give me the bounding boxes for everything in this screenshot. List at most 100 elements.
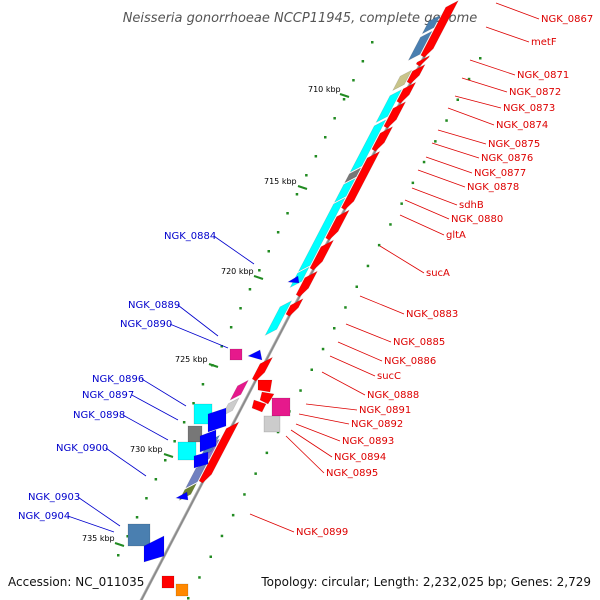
gene-label[interactable]: NGK_0884 bbox=[164, 231, 216, 242]
cds-forward-block bbox=[251, 356, 274, 382]
gene-label[interactable]: sucA bbox=[426, 268, 450, 279]
gene-label[interactable]: NGK_0876 bbox=[481, 153, 533, 164]
cds-outer-block bbox=[392, 69, 413, 92]
right-dot-dot bbox=[243, 493, 246, 496]
gene-label[interactable]: gltA bbox=[446, 230, 466, 241]
cds-forward-block bbox=[198, 421, 240, 484]
gene-label[interactable]: NGK_0904 bbox=[18, 511, 70, 522]
feature-blocks bbox=[127, 0, 459, 597]
cds-forward-block bbox=[340, 150, 381, 211]
cds-reverse-block bbox=[193, 451, 209, 469]
left-dot-dot bbox=[342, 98, 346, 101]
cds-reverse-block bbox=[175, 491, 189, 501]
leader-line bbox=[431, 142, 480, 159]
gene-label[interactable]: NGK_0891 bbox=[359, 405, 411, 416]
cds-forward-block bbox=[406, 63, 426, 85]
gene-label[interactable]: NGK_0885 bbox=[393, 337, 445, 348]
left-dot-dot bbox=[135, 516, 139, 519]
left-dot-dot bbox=[117, 554, 120, 557]
gene-label[interactable]: NGK_0883 bbox=[406, 309, 458, 320]
gene-label[interactable]: NGK_0897 bbox=[82, 390, 134, 401]
cds-forward-block bbox=[383, 101, 407, 129]
cds-outer-block bbox=[297, 197, 346, 273]
left-dot-dot bbox=[258, 269, 261, 272]
tick-dots bbox=[117, 41, 482, 600]
gene-label[interactable]: NGK_0878 bbox=[467, 182, 519, 193]
map-title: Neisseria gonorrhoeae NCCP11945, complet… bbox=[123, 11, 478, 26]
gene-label[interactable]: NGK_0900 bbox=[56, 443, 108, 454]
leader-line bbox=[379, 245, 425, 274]
gene-label[interactable]: NGK_0896 bbox=[92, 374, 144, 385]
left-dot-dot bbox=[352, 79, 355, 82]
gene-label[interactable]: NGK_0867 bbox=[541, 14, 593, 25]
leader-line bbox=[305, 403, 358, 411]
left-dot-dot bbox=[239, 307, 242, 310]
right-dot-dot bbox=[434, 140, 437, 143]
leader-line bbox=[404, 199, 450, 220]
gene-label[interactable]: NGK_0893 bbox=[342, 436, 394, 447]
feature-block bbox=[175, 583, 189, 597]
scale-tick bbox=[208, 363, 219, 368]
left-dot-dot bbox=[305, 174, 308, 177]
leader-line bbox=[177, 304, 219, 337]
left-dot-dot bbox=[145, 497, 148, 500]
scale-label: 735 kbp bbox=[82, 534, 115, 543]
gene-label[interactable]: NGK_0880 bbox=[451, 214, 503, 225]
left-dot-dot bbox=[324, 136, 327, 139]
gene-label[interactable]: sdhB bbox=[459, 200, 484, 211]
gene-label[interactable]: sucC bbox=[377, 371, 401, 382]
right-dot-dot bbox=[366, 264, 370, 268]
left-dot-dot bbox=[248, 288, 252, 291]
cds-forward-block bbox=[259, 391, 275, 405]
leader-line bbox=[461, 77, 508, 93]
cds-reverse-block bbox=[207, 407, 227, 433]
right-dot-dot bbox=[400, 202, 403, 205]
cds-outer-block bbox=[177, 441, 197, 461]
cds-outer-block bbox=[333, 177, 357, 203]
cds-forward-block bbox=[257, 379, 273, 393]
gene-labels[interactable]: NGK_0867 metF NGK_0871 NGK_0872 NGK_0873 NGK_… bbox=[18, 14, 593, 538]
right-dot-dot bbox=[276, 430, 280, 434]
leader-line bbox=[345, 323, 392, 343]
leader-line bbox=[329, 355, 376, 377]
gene-label[interactable]: NGK_0899 bbox=[296, 527, 348, 538]
left-dot-dot bbox=[314, 155, 318, 158]
gene-label[interactable]: NGK_0871 bbox=[517, 70, 569, 81]
gene-label[interactable]: NGK_0873 bbox=[503, 103, 555, 114]
gene-label[interactable]: NGK_0898 bbox=[73, 410, 125, 421]
scale-tick bbox=[339, 93, 350, 98]
cds-forward-block bbox=[309, 239, 335, 271]
left-dot-dot bbox=[220, 345, 223, 348]
gene-label[interactable]: NGK_0892 bbox=[351, 419, 403, 430]
accession-text: Accession: NC_011035 bbox=[8, 575, 144, 589]
leader-line bbox=[399, 214, 445, 236]
right-dot-dot bbox=[422, 160, 426, 164]
cds-forward-block bbox=[396, 81, 417, 104]
cds-reverse-block bbox=[199, 429, 217, 453]
right-dot-dot bbox=[479, 57, 482, 60]
left-dot-dot bbox=[276, 231, 280, 234]
gene-label[interactable]: NGK_0875 bbox=[488, 139, 540, 150]
gene-label[interactable]: NGK_0872 bbox=[509, 87, 561, 98]
gene-label[interactable]: NGK_0903 bbox=[28, 492, 80, 503]
gene-label[interactable]: NGK_0886 bbox=[384, 356, 436, 367]
gene-label[interactable]: NGK_0889 bbox=[128, 300, 180, 311]
gene-label[interactable]: metF bbox=[531, 37, 557, 48]
gene-label[interactable]: NGK_0894 bbox=[334, 452, 386, 463]
gene-label[interactable]: NGK_0895 bbox=[326, 468, 378, 479]
right-dot-dot bbox=[456, 98, 459, 101]
gene-label[interactable]: NGK_0877 bbox=[474, 168, 526, 179]
left-dot-dot bbox=[286, 212, 289, 215]
scale-label: 715 kbp bbox=[264, 177, 297, 186]
left-dot-dot bbox=[154, 478, 158, 481]
right-dot-dot bbox=[265, 451, 269, 455]
cds-outer-block bbox=[375, 89, 403, 124]
right-dot-dot bbox=[254, 472, 257, 475]
cds-forward-block bbox=[415, 55, 431, 67]
left-dot-dot bbox=[192, 402, 195, 405]
cds-forward-block bbox=[161, 575, 175, 589]
gene-label[interactable]: NGK_0888 bbox=[367, 390, 419, 401]
gene-label[interactable]: NGK_0890 bbox=[120, 319, 172, 330]
gene-label[interactable]: NGK_0874 bbox=[496, 120, 548, 131]
